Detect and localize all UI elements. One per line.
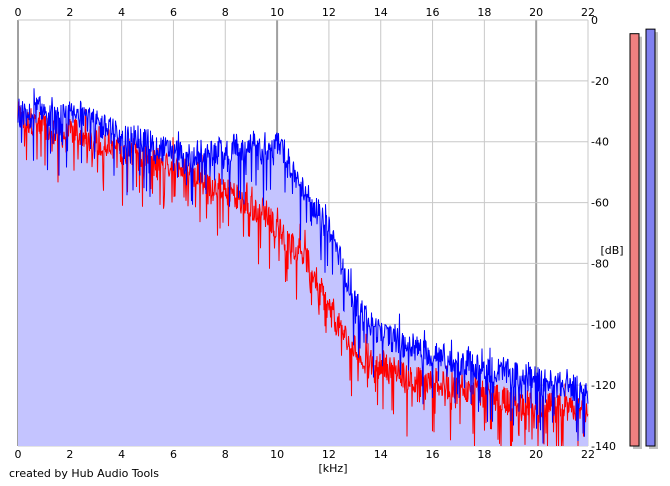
series-line-blue [17, 88, 589, 444]
x-ticks-top: 0 2 4 6 8 10 12 14 16 18 20 22 [15, 6, 596, 19]
x-tick-label-top: 12 [322, 6, 336, 19]
y-tick-label: -40 [591, 136, 609, 149]
x-axis-label: [kHz] [319, 462, 348, 475]
x-tick-label-bottom: 10 [270, 448, 284, 461]
x-tick-label-top: 10 [270, 6, 284, 19]
y-ticks: 0 -20 -40 -60 -80 -100 -120 -140 [591, 14, 616, 453]
x-tick-label-top: 20 [529, 6, 543, 19]
y-tick-label: -120 [591, 379, 616, 392]
x-tick-label-bottom: 18 [477, 448, 491, 461]
y-tick-label: -80 [591, 257, 609, 270]
credit-text: created by Hub Audio Tools [9, 467, 159, 480]
spectrum-series [17, 88, 589, 447]
x-tick-label-bottom: 14 [374, 448, 388, 461]
x-tick-label-bottom: 8 [222, 448, 229, 461]
meter-bar-blue [645, 28, 656, 447]
x-tick-label-top: 18 [477, 6, 491, 19]
x-tick-label-bottom: 22 [581, 448, 595, 461]
x-tick-label-top: 4 [118, 6, 125, 19]
y-tick-label: -100 [591, 318, 616, 331]
y-tick-label: -140 [591, 440, 616, 453]
x-tick-label-top: 6 [170, 6, 177, 19]
x-tick-label-bottom: 4 [118, 448, 125, 461]
level-meters [629, 28, 658, 449]
x-tick-label-bottom: 12 [322, 448, 336, 461]
x-tick-label-top: 14 [374, 6, 388, 19]
x-tick-label-bottom: 0 [15, 448, 22, 461]
meter-bar-red [629, 33, 640, 447]
x-tick-label-top: 0 [15, 6, 22, 19]
y-tick-label: -20 [591, 75, 609, 88]
x-tick-label-bottom: 6 [170, 448, 177, 461]
x-tick-label-top: 2 [66, 6, 73, 19]
x-ticks-bottom: 0 2 4 6 8 10 12 14 16 18 20 22 [15, 448, 596, 461]
x-tick-label-bottom: 2 [66, 448, 73, 461]
x-tick-label-top: 16 [426, 6, 440, 19]
x-tick-label-bottom: 20 [529, 448, 543, 461]
x-tick-label-top: 22 [581, 6, 595, 19]
x-tick-label-top: 8 [222, 6, 229, 19]
y-tick-label: 0 [591, 14, 598, 27]
x-tick-label-bottom: 16 [426, 448, 440, 461]
y-tick-label: -60 [591, 197, 609, 210]
y-axis-label: [dB] [600, 244, 623, 257]
